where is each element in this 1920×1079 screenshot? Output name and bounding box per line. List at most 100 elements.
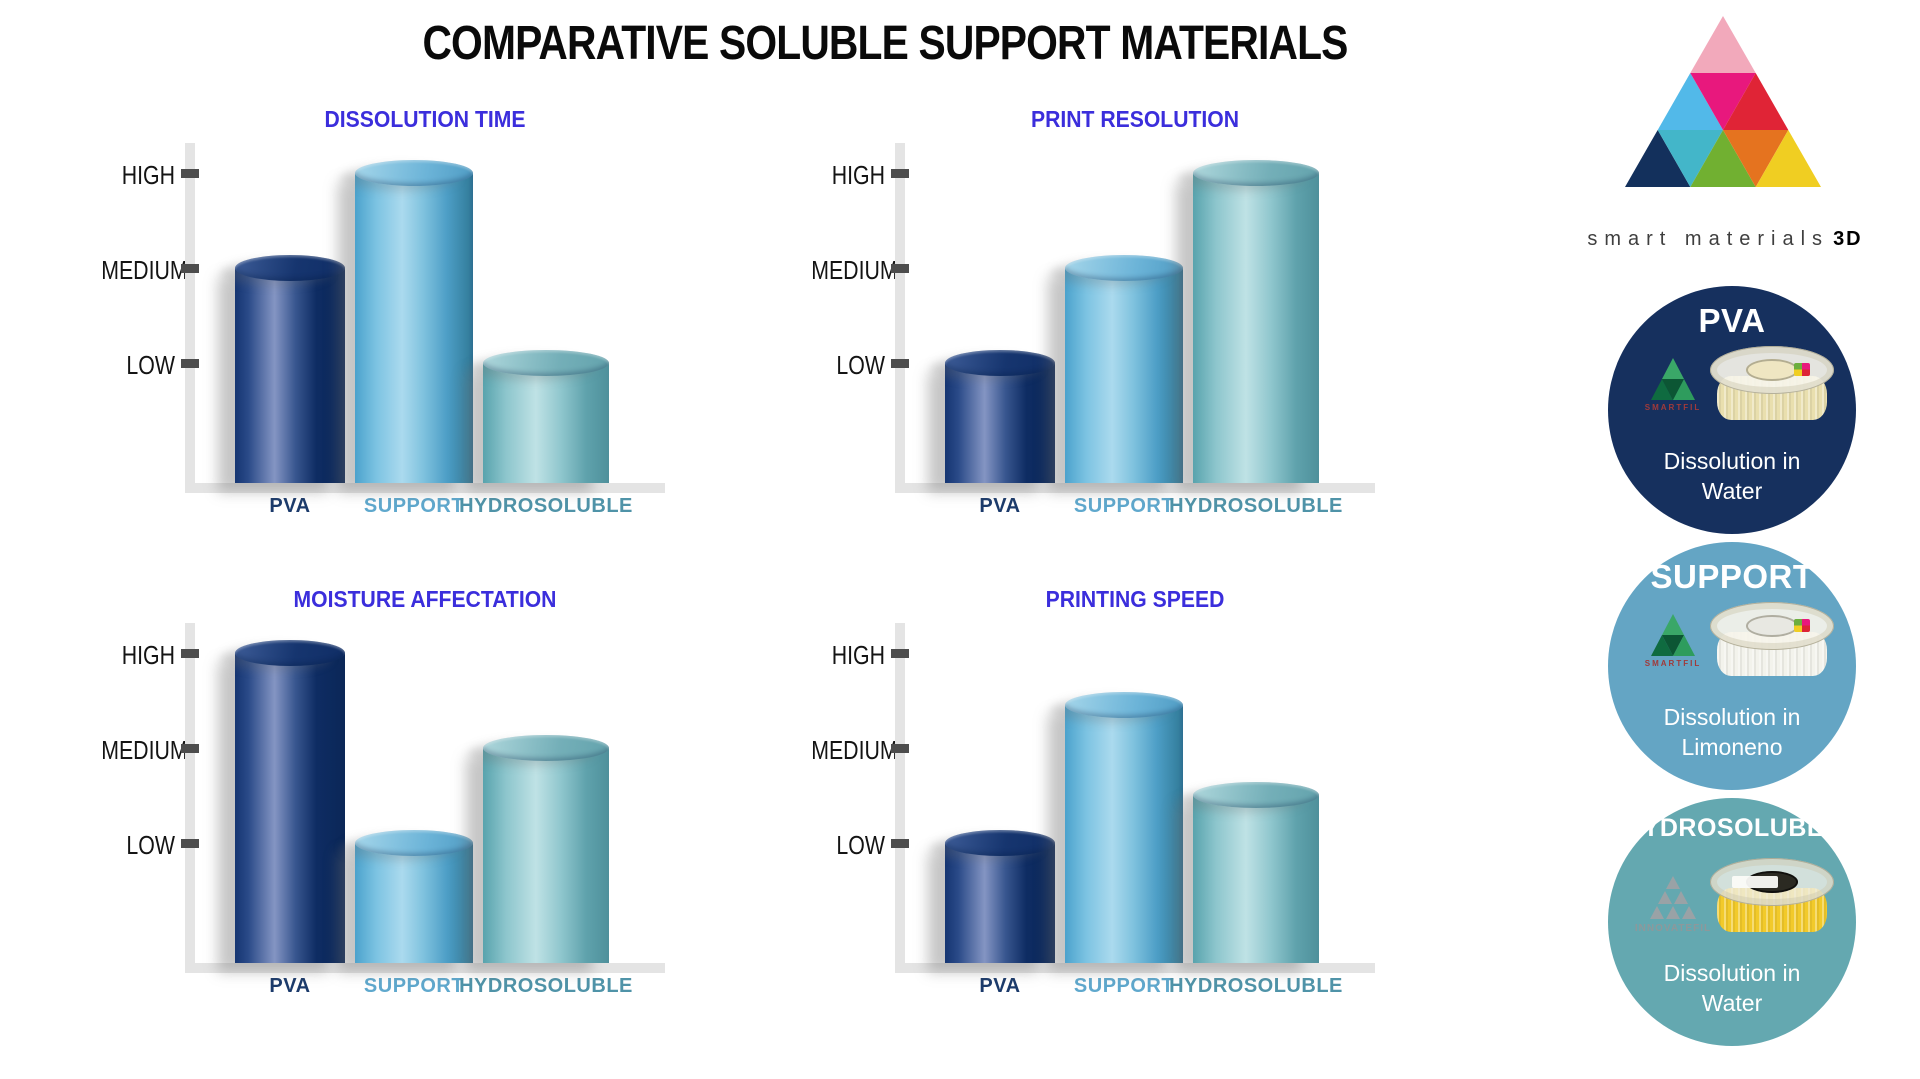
chart-printing-speed: PRINTING SPEED HIGH MEDIUM LOW PVA SUPPO… [795, 568, 1415, 1038]
x-label-hydrosoluble: HYDROSOLUBLE [1169, 975, 1343, 997]
badge-caption: Dissolution in Water [1608, 446, 1856, 506]
brand-suffix: 3D [1833, 228, 1863, 250]
y-tick-low [891, 839, 909, 848]
y-tick-label-low: LOW [126, 830, 175, 860]
y-tick-label-low: LOW [836, 830, 885, 860]
page-title: COMPARATIVE SOLUBLE SUPPORT MATERIALS [422, 17, 1348, 70]
plot-area: HIGH MEDIUM LOW [85, 143, 705, 493]
x-axis [895, 483, 1375, 493]
bar-pva [945, 350, 1055, 483]
y-axis [895, 143, 905, 493]
bar-support [355, 830, 473, 963]
innovatefil-triangle-icon [1650, 876, 1696, 919]
x-axis [185, 963, 665, 973]
chart-title: MOISTURE AFFECTATION [293, 586, 557, 612]
filament-spool-image [1710, 858, 1834, 932]
y-tick-label-high: HIGH [831, 160, 885, 190]
badge-title: PVA [1698, 302, 1766, 339]
bar-hydrosoluble [483, 735, 609, 963]
x-axis [185, 483, 665, 493]
filament-spool-image [1710, 602, 1834, 676]
smart-materials-triangle-logo [1625, 16, 1821, 188]
brand-name: smart materials [1587, 228, 1830, 250]
plot-area: HIGH MEDIUM LOW [795, 623, 1415, 973]
smartfil-wordmark: SMARTFIL [1644, 659, 1702, 668]
y-tick-label-low: LOW [126, 350, 175, 380]
y-tick-label-medium: MEDIUM [101, 735, 188, 765]
brand-wordmark: smart materials 3D [1565, 228, 1885, 251]
y-tick-medium [891, 264, 909, 273]
smartfil-triangle-icon [1651, 358, 1695, 400]
spool-label-logo [1794, 363, 1810, 376]
filament-spool-image [1710, 346, 1834, 420]
badge-pva: PVA SMARTFIL Dissolution in Water [1608, 286, 1856, 534]
badge-caption: Dissolution in Limoneno [1608, 702, 1856, 762]
spool-label-logo [1794, 619, 1810, 632]
plot-area: HIGH MEDIUM LOW [85, 623, 705, 973]
badge-hydrosoluble: HYDROSOLUBLE INNOVATEFIL Dissolution in … [1608, 798, 1856, 1046]
x-label-hydrosoluble: HYDROSOLUBLE [459, 495, 633, 517]
y-tick-high [891, 169, 909, 178]
bar-pva [235, 640, 345, 963]
innovatefil-wordmark: INNOVATEFIL [1634, 923, 1712, 934]
y-tick-high [891, 649, 909, 658]
caption-line-1: Dissolution in [1663, 704, 1801, 730]
badge-title: SUPPORT [1650, 558, 1814, 595]
spool-hub [1746, 615, 1798, 637]
badge-caption: Dissolution in Water [1608, 958, 1856, 1018]
chart-print-resolution: PRINT RESOLUTION HIGH MEDIUM LOW PVA SUP… [795, 88, 1415, 558]
y-axis [185, 623, 195, 973]
x-label-support: SUPPORT [363, 495, 465, 517]
chart-title: PRINTING SPEED [1045, 586, 1225, 612]
bar-hydrosoluble [1193, 782, 1319, 963]
y-tick-label-high: HIGH [121, 640, 175, 670]
chart-moisture-affectation: MOISTURE AFFECTATION HIGH MEDIUM LOW PVA… [85, 568, 705, 1038]
y-axis [895, 623, 905, 973]
caption-line-1: Dissolution in [1663, 960, 1801, 986]
chart-title: PRINT RESOLUTION [1030, 106, 1240, 132]
x-label-pva: PVA [269, 975, 311, 997]
y-tick-label-medium: MEDIUM [101, 255, 188, 285]
smartfil-logo: SMARTFIL [1630, 614, 1716, 668]
innovatefil-logo: INNOVATEFIL [1630, 876, 1716, 934]
y-tick-label-medium: MEDIUM [811, 255, 898, 285]
x-label-hydrosoluble: HYDROSOLUBLE [1169, 495, 1343, 517]
chart-title: DISSOLUTION TIME [324, 106, 526, 132]
y-tick-label-medium: MEDIUM [811, 735, 898, 765]
bar-support [1065, 692, 1183, 963]
x-label-support: SUPPORT [363, 975, 465, 997]
y-tick-label-high: HIGH [121, 160, 175, 190]
x-axis [895, 963, 1375, 973]
chart-dissolution-time: DISSOLUTION TIME HIGH MEDIUM LOW PVA SUP… [85, 88, 705, 558]
y-tick-medium [891, 744, 909, 753]
bar-hydrosoluble [1193, 160, 1319, 483]
x-label-pva: PVA [979, 495, 1021, 517]
bar-support [355, 160, 473, 483]
x-label-support: SUPPORT [1073, 975, 1175, 997]
x-label-pva: PVA [979, 975, 1021, 997]
y-tick-label-high: HIGH [831, 640, 885, 670]
bar-pva [235, 255, 345, 483]
spool-label [1732, 876, 1778, 888]
bar-hydrosoluble [483, 350, 609, 483]
y-tick-low [181, 359, 199, 368]
y-tick-high [181, 649, 199, 658]
y-axis [185, 143, 195, 493]
y-tick-medium [181, 264, 199, 273]
y-tick-low [891, 359, 909, 368]
smartfil-triangle-icon [1651, 614, 1695, 656]
bar-support [1065, 255, 1183, 483]
caption-line-2: Limoneno [1681, 734, 1783, 760]
y-tick-medium [181, 744, 199, 753]
badge-support: SUPPORT SMARTFIL Dissolution in Limoneno [1608, 542, 1856, 790]
plot-area: HIGH MEDIUM LOW [795, 143, 1415, 493]
triangle-mosaic-icon [1625, 16, 1821, 187]
x-label-support: SUPPORT [1073, 495, 1175, 517]
badge-title: HYDROSOLUBLE [1624, 814, 1840, 842]
y-tick-high [181, 169, 199, 178]
x-label-hydrosoluble: HYDROSOLUBLE [459, 975, 633, 997]
bar-pva [945, 830, 1055, 963]
smartfil-wordmark: SMARTFIL [1644, 403, 1702, 412]
caption-line-2: Water [1701, 990, 1763, 1016]
